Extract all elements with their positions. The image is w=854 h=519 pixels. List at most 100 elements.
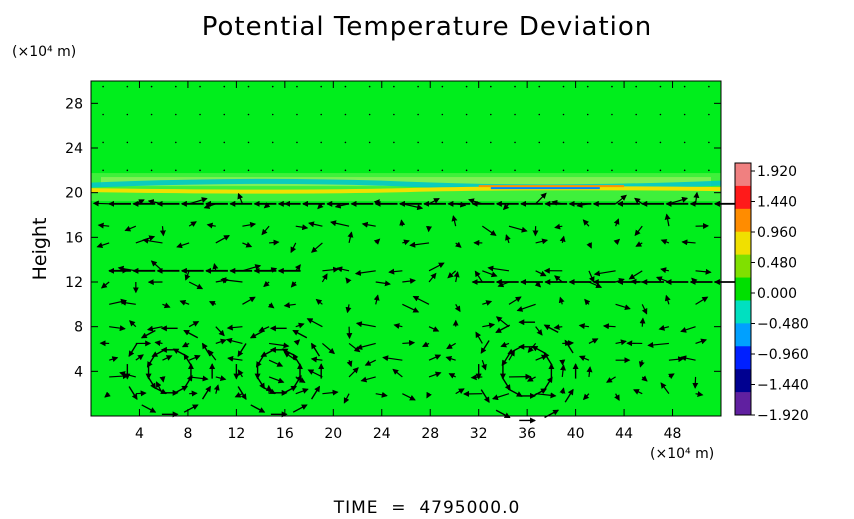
wind-arrow [212,262,219,271]
wind-arrow [633,389,643,395]
wind-dot [296,113,298,116]
wind-dot [271,113,274,116]
wind-arrow [428,354,442,361]
colorbar-segment [735,346,751,370]
wind-arrow [428,326,440,332]
wind-dot [150,113,153,116]
wind-arrow [615,303,631,311]
x-tick-label: 24 [373,426,391,442]
wind-arrow [495,316,510,328]
wind-arrow [183,404,199,413]
wind-arrow [162,302,171,309]
wind-arrow [451,215,458,227]
wind-arrow [531,345,547,355]
wind-dot [465,169,468,172]
chart-title: Potential Temperature Deviation [201,12,653,42]
wind-arrow [505,234,511,244]
wind-arrow [491,393,510,401]
colorbar-label: −1.440 [757,378,809,394]
wind-arrow [638,360,645,368]
wind-dot [683,141,686,144]
wind-dot [465,113,468,116]
wind-arrow [615,339,627,346]
colorbar-segment [735,254,751,279]
wind-arrow [482,270,498,278]
y-tick-label: 28 [65,96,83,112]
plot-area [91,81,721,416]
wind-arrow [695,296,709,305]
x-axis-ticks: 4 8 12 16 20 24 28 32 36 40 44 48 [135,81,681,442]
wind-arrow [559,235,566,244]
x-tick-label: 48 [664,426,682,442]
y-axis-unit: (×10⁴ m) [12,44,77,60]
wind-arrow [455,241,462,248]
wind-arrow [516,303,536,312]
wind-dot [296,169,298,172]
wind-dot [320,113,322,116]
wind-arrow [206,222,216,229]
wind-arrow [322,266,340,273]
wind-arrow [188,354,201,361]
wind-arrow [535,354,548,361]
wind-dot [393,169,395,172]
colorbar-segment [735,277,751,301]
wind-arrow [234,392,243,398]
wind-arrow [658,324,670,331]
wind-dot [708,169,710,172]
wind-dot [126,169,129,172]
wind-arrow [119,371,136,378]
wind-dot [562,169,565,172]
wind-arrow [641,304,648,315]
x-tick-label: 28 [421,426,439,442]
wind-arrow [292,353,302,368]
wind-arrow [613,218,620,227]
wind-arrow [96,242,110,249]
wind-arrow [553,324,563,331]
wind-arrow [360,376,376,383]
wind-arrow [242,264,262,272]
wind-dot [514,169,516,172]
wind-arrow [124,225,137,232]
wind-arrow [664,294,671,305]
x-tick-label: 20 [324,426,342,442]
x-tick-label: 40 [567,426,585,442]
wind-arrow [108,356,119,362]
wind-arrow [535,238,549,245]
wind-arrow [482,322,496,329]
wind-arrow [508,349,515,361]
wind-arrow [588,281,603,289]
wind-arrow [188,321,200,328]
colorbar-label: 1.920 [757,164,797,180]
wind-dot [490,169,492,172]
wind-arrow [220,277,243,284]
wind-dot [102,113,104,116]
wind-arrow [421,341,430,347]
wind-arrow [500,341,510,348]
wind-arrow [227,355,243,362]
wind-arrow [203,203,216,209]
wind-arrow [307,369,323,378]
wind-arrow [634,225,643,237]
colorbar-frame [734,162,752,416]
wind-arrow [584,298,591,306]
wind-arrow [554,275,563,283]
wind-arrow [92,200,110,207]
wind-arrow [146,375,156,390]
wind-arrow [482,300,493,306]
wind-arrow [188,281,204,290]
wind-dot [393,141,395,144]
x-tick-label: 36 [518,426,536,442]
wind-arrow [189,375,209,382]
wind-dot [659,85,662,88]
wind-arrow [129,320,137,328]
wind-dot [441,85,444,88]
wind-arrow [159,376,166,383]
wind-dot [296,85,298,88]
colorbar-label: 0.960 [757,225,797,241]
wind-arrow [290,242,297,254]
wind-arrow [501,352,511,367]
wind-arrow [208,300,217,307]
wind-arrow [647,341,669,348]
wind-arrow [428,371,442,378]
wind-arrow [322,389,339,396]
